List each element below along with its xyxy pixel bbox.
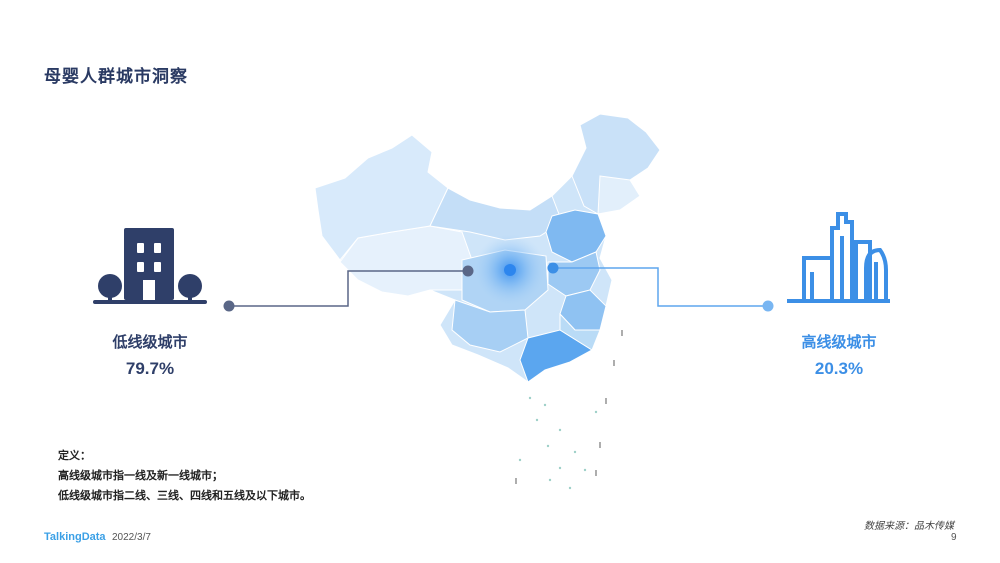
page-title: 母婴人群城市洞察 <box>44 67 188 86</box>
definitions: 定义： 高线级城市指一线及新一线城市； 低线级城市指二线、三线、四线和五线及以下… <box>58 446 311 506</box>
definition-high-tier: 高线级城市指一线及新一线城市； <box>58 470 223 482</box>
building-with-trees-icon <box>93 228 207 304</box>
high-tier-connector <box>547 262 774 312</box>
high-tier-label: 高线级城市 <box>801 334 877 351</box>
data-source: 数据来源：品木传媒 <box>864 521 954 532</box>
brand-logo: TalkingData <box>44 531 106 543</box>
definitions-heading: 定义： <box>58 450 91 462</box>
city-skyline-icon <box>787 212 890 303</box>
definition-low-tier: 低线级城市指二线、三线、四线和五线及以下城市。 <box>58 490 311 502</box>
footer-date: 2022/3/7 <box>112 532 151 543</box>
low-tier-connector <box>223 265 474 312</box>
high-tier-value: 20.3% <box>814 359 864 378</box>
low-tier-value: 79.7% <box>125 359 175 378</box>
low-tier-label: 低线级城市 <box>112 334 188 351</box>
page-number: 9 <box>951 532 957 543</box>
china-map <box>314 113 661 490</box>
